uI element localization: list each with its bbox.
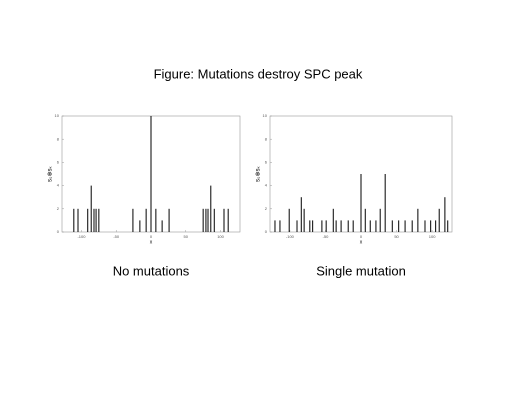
x-axis-label: x	[150, 239, 153, 245]
y-tick-label: 2	[265, 206, 268, 211]
x-tick-label: 100	[429, 234, 436, 239]
y-tick-label: 6	[265, 159, 268, 164]
y-tick-label: 6	[57, 159, 60, 164]
figure-title: Figure: Mutations destroy SPC peak	[154, 66, 363, 81]
y-tick-label: 2	[57, 206, 60, 211]
y-tick-label: 10	[55, 113, 60, 118]
y-tick-label: 0	[57, 229, 60, 234]
x-tick-label: 50	[394, 234, 399, 239]
x-tick-label: 0	[150, 234, 153, 239]
caption: No mutations	[113, 263, 190, 278]
caption: Single mutation	[316, 263, 406, 278]
x-tick-label: -100	[286, 234, 295, 239]
x-tick-label: -100	[77, 234, 86, 239]
y-tick-label: 10	[263, 113, 268, 118]
x-tick-label: 100	[217, 234, 224, 239]
y-axis-label: s₀⊗sₖ	[256, 166, 262, 183]
y-tick-label: 0	[265, 229, 268, 234]
y-axis-label: s₀⊗sₖ	[48, 166, 54, 183]
x-tick-label: -50	[113, 234, 120, 239]
x-tick-label: 50	[184, 234, 189, 239]
x-tick-label: -50	[323, 234, 330, 239]
y-tick-label: 4	[265, 183, 268, 188]
y-tick-label: 8	[265, 136, 268, 141]
x-axis-label: x	[360, 239, 363, 245]
y-tick-label: 8	[57, 136, 60, 141]
y-tick-label: 4	[57, 183, 60, 188]
x-tick-label: 0	[360, 234, 363, 239]
